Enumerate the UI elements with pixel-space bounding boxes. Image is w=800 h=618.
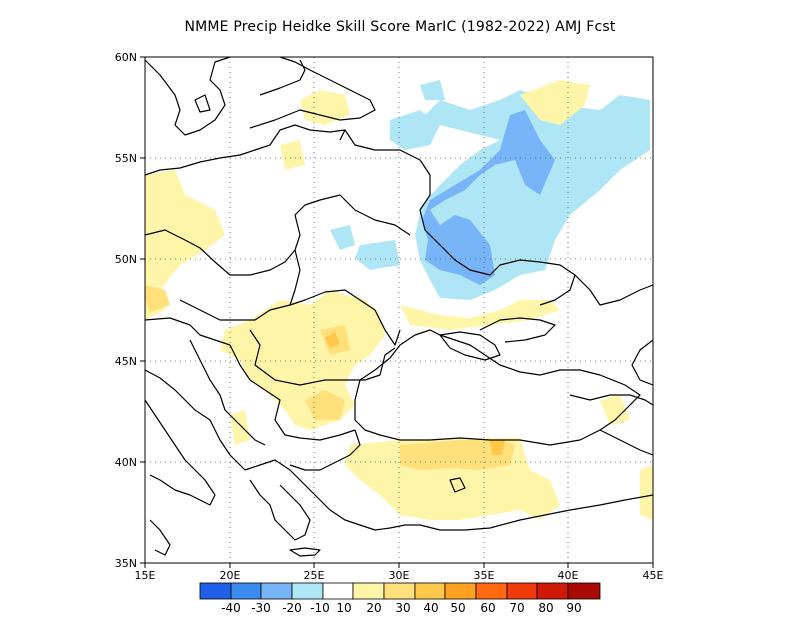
positive-skill-area-30b	[490, 440, 505, 455]
colorbar-label: 10	[336, 601, 351, 615]
border-hungary	[179, 299, 291, 321]
lat-tick-label: 40N	[115, 456, 137, 469]
colorbar-swatch	[260, 582, 293, 600]
colorbar-swatch	[506, 582, 538, 600]
colorbar-swatch	[536, 582, 569, 600]
colorbar-label: 40	[423, 601, 438, 615]
lat-tick-label: 50N	[115, 253, 137, 266]
colorbar-swatch	[444, 582, 477, 600]
colorbar-label: 60	[480, 601, 495, 615]
positive-skill-area-small2	[400, 300, 560, 330]
border-belarus-russia	[344, 129, 576, 306]
positive-skill-area-north	[520, 80, 590, 125]
island-cyprus	[449, 477, 466, 493]
colorbar-swatch	[383, 582, 416, 600]
colorbar-swatch	[230, 582, 262, 600]
lon-tick-label: 15E	[135, 569, 156, 582]
colorbar-swatch	[414, 582, 446, 600]
colorbar: -40 -30 -20 -10 10 20 30 40 50 60 70 80 …	[199, 582, 601, 615]
colorbar-swatch	[567, 582, 601, 600]
coastline-gulf-of-finland	[249, 56, 376, 129]
lon-tick-label: 35E	[474, 569, 495, 582]
lat-tick-label: 35N	[115, 557, 137, 570]
positive-skill-area-balkans	[220, 290, 385, 430]
positive-skill-area-n2	[300, 90, 350, 125]
negative-skill-area-central2	[355, 240, 400, 270]
lat-tick-labels: 35N 40N 45N 50N 55N 60N	[115, 51, 137, 570]
negative-skill-area-west	[390, 110, 440, 150]
coastline-caspian	[631, 339, 654, 386]
coastline-aegean	[244, 459, 654, 531]
lon-tick-label: 20E	[220, 569, 241, 582]
coastline-azov	[479, 317, 556, 343]
colorbar-label: -40	[221, 601, 241, 615]
positive-skill-area-30	[325, 332, 340, 348]
positive-skill-area-20b	[305, 390, 345, 420]
coastline-greece	[249, 479, 311, 541]
coastline-crimea	[439, 331, 501, 361]
colorbar-label: 50	[450, 601, 465, 615]
lat-tick-label: 55N	[115, 152, 137, 165]
colorbar-swatch	[352, 582, 385, 600]
colorbar-label: -30	[251, 601, 271, 615]
coastline-baltic-south	[144, 124, 346, 176]
border-caucasus	[569, 394, 654, 406]
border-turkey-east	[599, 429, 654, 456]
coastline-finland	[259, 59, 306, 96]
colorbar-label: -10	[310, 601, 330, 615]
positive-skill-area-e2	[640, 465, 653, 520]
colorbar-swatch	[475, 582, 508, 600]
border-romania-bulgaria	[249, 329, 396, 386]
colorbar-swatch	[322, 582, 354, 600]
border-ukraine-west	[289, 249, 401, 346]
border-austria-slovenia	[144, 317, 231, 346]
coastline-italy-heel	[149, 519, 171, 556]
coastline-bosporus	[289, 429, 361, 471]
coastline-black-sea	[354, 329, 641, 446]
lat-tick-label: 60N	[115, 51, 137, 64]
moderate-negative-skill-area	[422, 110, 555, 285]
colorbar-label: 30	[395, 601, 410, 615]
island-gotland	[194, 94, 211, 113]
lon-tick-label: 25E	[304, 569, 325, 582]
positive-skill-area-small1	[280, 140, 305, 170]
positive-skill-area-20c	[145, 285, 170, 312]
lat-tick-label: 45N	[115, 355, 137, 368]
positive-skill-area-w1	[145, 170, 225, 320]
negative-skill-area-central	[330, 225, 355, 250]
lon-tick-label: 45E	[643, 569, 664, 582]
colorbar-label: 70	[509, 601, 524, 615]
axis-ticks	[140, 56, 654, 568]
border-serbia	[229, 344, 356, 441]
border-balkans-west	[189, 339, 266, 446]
map-title: NMME Precip Heidke Skill Score MarIC (19…	[184, 19, 616, 35]
lon-tick-label: 30E	[389, 569, 410, 582]
positive-skill-area-20	[400, 440, 515, 470]
lon-tick-labels: 15E 20E 25E 30E 35E 40E 45E	[135, 569, 664, 582]
coastline-scandinavia	[144, 56, 231, 136]
colorbar-swatch	[291, 582, 324, 600]
positive-skill-area-w2	[230, 410, 250, 445]
positive-skill-area-east	[600, 395, 630, 425]
colorbar-swatch	[199, 582, 232, 600]
skill-shading-layer	[145, 80, 653, 520]
colorbar-label: 20	[366, 601, 381, 615]
coastline-italy	[144, 399, 216, 506]
island-crete	[289, 547, 321, 557]
lon-tick-label: 40E	[558, 569, 579, 582]
border-russia-kazakh	[574, 274, 654, 306]
negative-skill-area-cyan-ne	[420, 80, 445, 100]
colorbar-label: 90	[566, 601, 581, 615]
colorbar-label: -20	[282, 601, 302, 615]
coastline-adriatic	[144, 369, 246, 471]
colorbar-label: 80	[538, 601, 553, 615]
coastlines-borders	[144, 56, 654, 557]
